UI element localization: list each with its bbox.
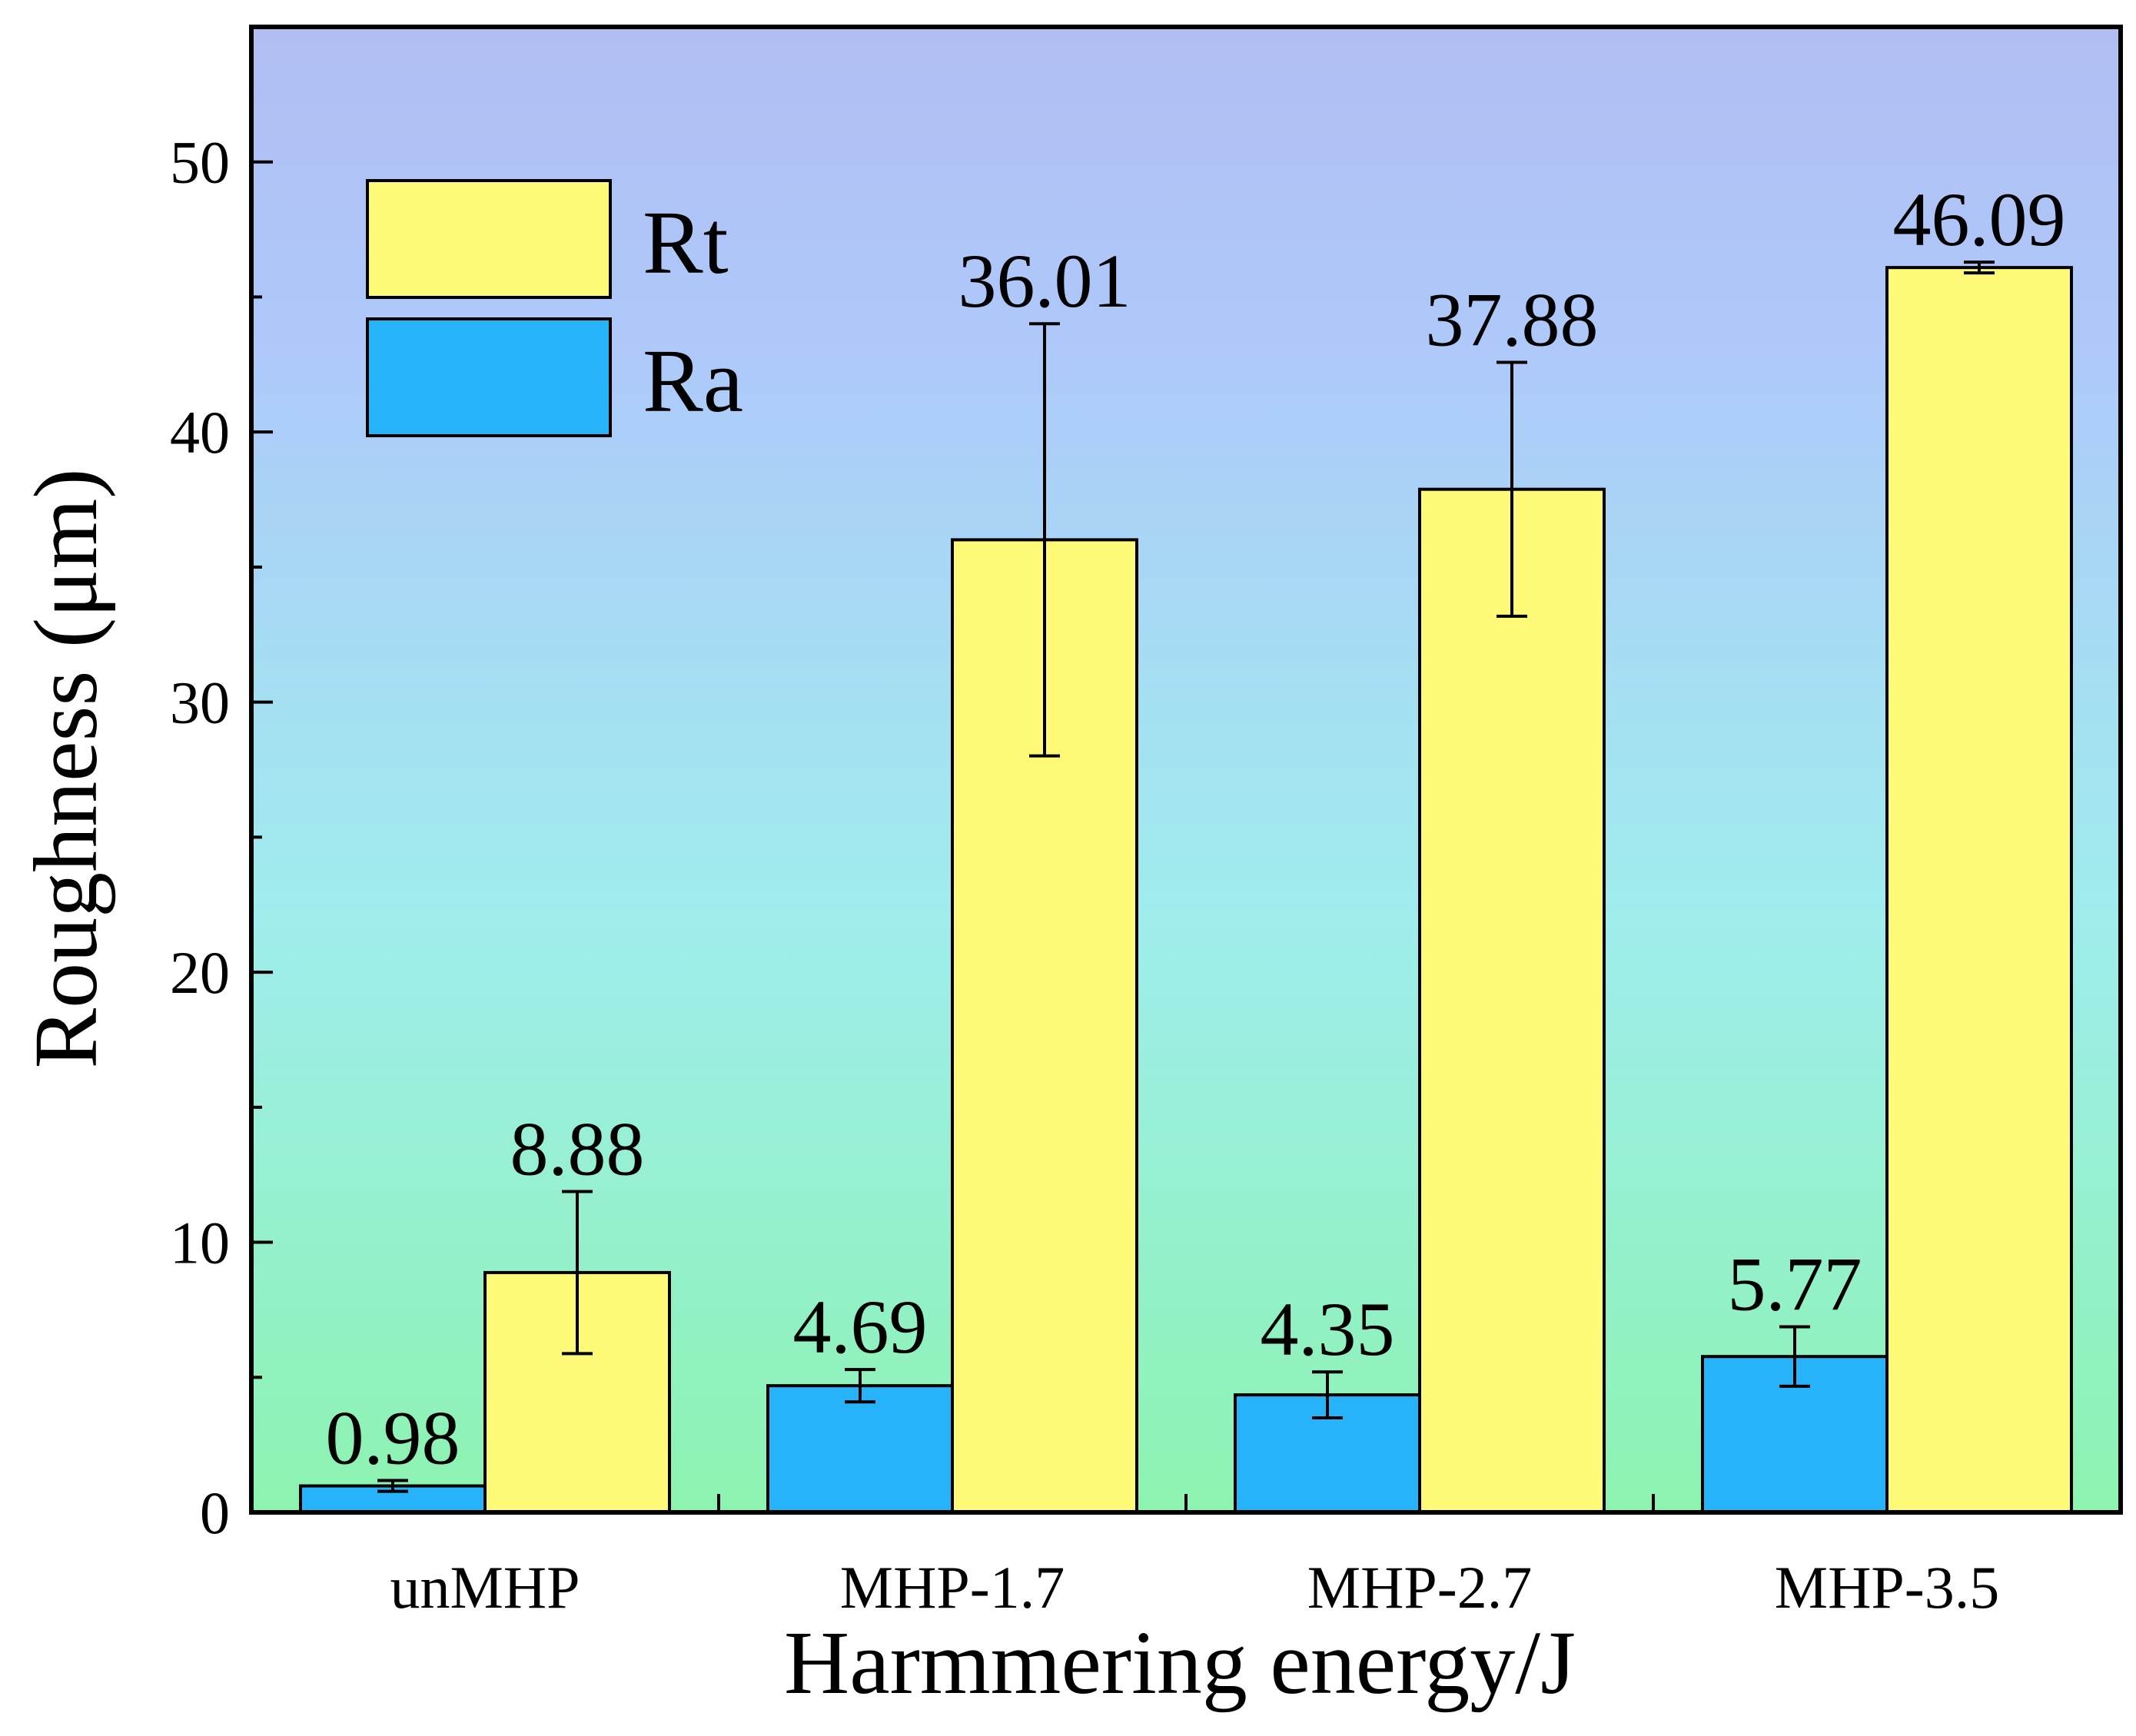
y-tick-label: 50 <box>170 129 230 196</box>
legend-rt-label: Rt <box>643 192 729 293</box>
y-tick-label: 20 <box>170 939 230 1006</box>
x-tick-label-mhp-2-7: MHP-2.7 <box>1307 1554 1533 1621</box>
data-label-rt-unmhp: 8.88 <box>510 1106 645 1191</box>
data-label-rt-mhp-3-5: 46.09 <box>1893 177 2066 262</box>
x-axis-ticks: unMHP MHP-1.7 MHP-2.7 MHP-3.5 <box>390 1494 1999 1621</box>
x-axis-title: Harmmering energy/J <box>784 1612 1576 1713</box>
data-label-ra-mhp-1-7: 4.69 <box>793 1284 928 1369</box>
bar-ra-mhp-1-7 <box>766 1384 954 1515</box>
data-label-ra-mhp-2-7: 4.35 <box>1261 1286 1395 1372</box>
y-tick-label: 40 <box>170 399 230 466</box>
legend-ra-swatch <box>366 317 612 437</box>
bar-rt-mhp-2-7 <box>1418 487 1606 1514</box>
legend: Rt Ra <box>366 179 743 437</box>
x-tick-label-mhp-1-7: MHP-1.7 <box>840 1554 1065 1621</box>
error-bars <box>377 261 1995 1493</box>
x-tick-label-unmhp: unMHP <box>390 1554 580 1621</box>
y-tick-label: 30 <box>170 669 230 736</box>
y-axis-title: Roughness (μm) <box>15 468 116 1068</box>
data-labels: 0.98 8.88 4.69 36.01 4.35 37.88 5.77 46.09 <box>326 177 2066 1480</box>
data-label-rt-mhp-1-7: 36.01 <box>958 238 1131 324</box>
data-label-rt-mhp-2-7: 37.88 <box>1426 277 1599 363</box>
data-label-ra-unmhp: 0.98 <box>326 1396 460 1481</box>
y-tick-label: 10 <box>170 1210 230 1276</box>
bar-rt-mhp-3-5 <box>1885 266 2073 1514</box>
data-label-ra-mhp-3-5: 5.77 <box>1728 1242 1862 1327</box>
y-tick-label: 0 <box>200 1479 230 1546</box>
y-axis-ticks: 0 10 20 30 40 50 <box>170 129 273 1546</box>
bars <box>299 266 2073 1515</box>
x-tick-label-mhp-3-5: MHP-3.5 <box>1775 1554 2000 1621</box>
legend-rt-swatch <box>366 179 612 299</box>
legend-ra-label: Ra <box>643 330 743 431</box>
